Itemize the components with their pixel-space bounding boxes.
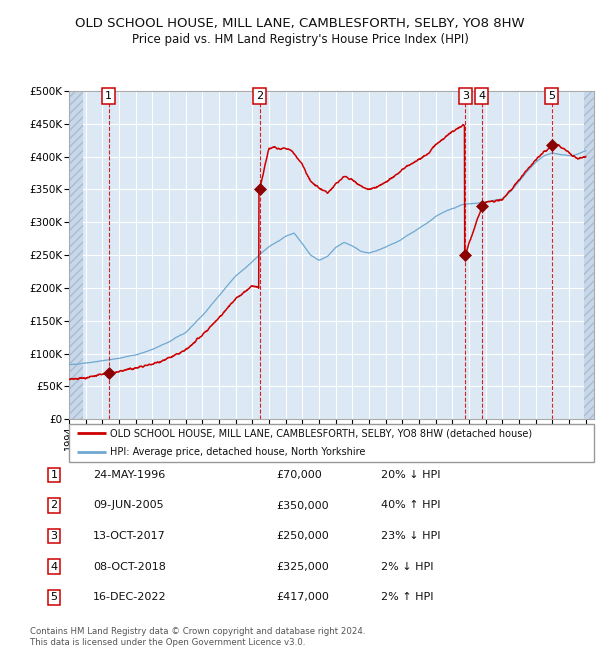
Text: 2% ↓ HPI: 2% ↓ HPI [381,562,433,571]
Text: 2: 2 [256,91,263,101]
Text: OLD SCHOOL HOUSE, MILL LANE, CAMBLESFORTH, SELBY, YO8 8HW: OLD SCHOOL HOUSE, MILL LANE, CAMBLESFORT… [75,17,525,30]
Text: 5: 5 [548,91,555,101]
Text: 20% ↓ HPI: 20% ↓ HPI [381,470,440,480]
Text: 3: 3 [50,531,58,541]
Text: 08-OCT-2018: 08-OCT-2018 [93,562,166,571]
Text: Price paid vs. HM Land Registry's House Price Index (HPI): Price paid vs. HM Land Registry's House … [131,32,469,46]
Text: 24-MAY-1996: 24-MAY-1996 [93,470,165,480]
Text: 1: 1 [105,91,112,101]
Text: 16-DEC-2022: 16-DEC-2022 [93,592,167,602]
Text: £70,000: £70,000 [276,470,322,480]
Text: 23% ↓ HPI: 23% ↓ HPI [381,531,440,541]
Text: 13-OCT-2017: 13-OCT-2017 [93,531,166,541]
Text: £417,000: £417,000 [276,592,329,602]
Text: HPI: Average price, detached house, North Yorkshire: HPI: Average price, detached house, Nort… [110,447,365,457]
Text: OLD SCHOOL HOUSE, MILL LANE, CAMBLESFORTH, SELBY, YO8 8HW (detached house): OLD SCHOOL HOUSE, MILL LANE, CAMBLESFORT… [110,428,532,438]
Text: 40% ↑ HPI: 40% ↑ HPI [381,500,440,510]
Text: £325,000: £325,000 [276,562,329,571]
Text: 2: 2 [50,500,58,510]
Text: 4: 4 [478,91,485,101]
Text: £250,000: £250,000 [276,531,329,541]
Text: 5: 5 [50,592,58,602]
Text: 09-JUN-2005: 09-JUN-2005 [93,500,164,510]
Text: 1: 1 [50,470,58,480]
Text: Contains HM Land Registry data © Crown copyright and database right 2024.
This d: Contains HM Land Registry data © Crown c… [30,627,365,647]
Text: £350,000: £350,000 [276,500,329,510]
Text: 4: 4 [50,562,58,571]
Text: 3: 3 [462,91,469,101]
Text: 2% ↑ HPI: 2% ↑ HPI [381,592,433,602]
